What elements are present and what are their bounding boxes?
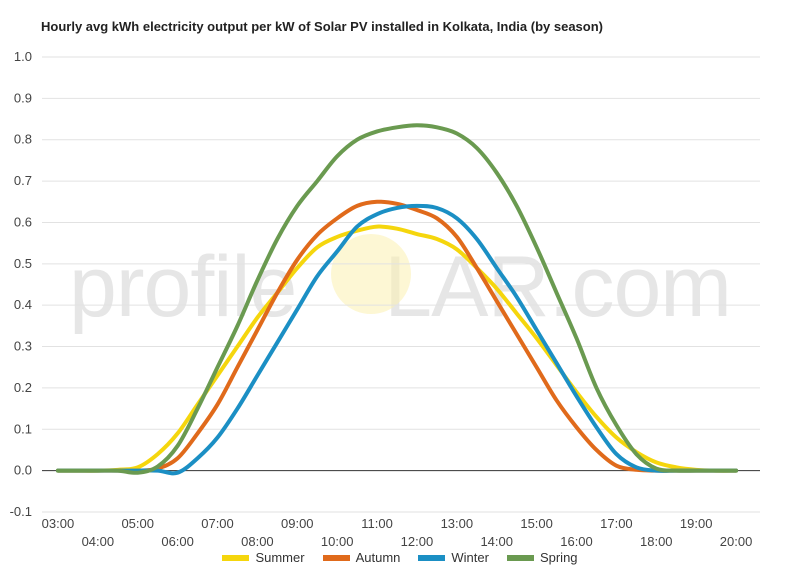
y-tick-label: 0.4: [14, 297, 32, 312]
series-line-autumn: [55, 199, 739, 473]
watermark: profile LAR.com: [69, 239, 732, 335]
y-tick-label: 0.5: [14, 256, 32, 271]
y-tick-label: 0.9: [14, 90, 32, 105]
y-tick-label: 0.0: [14, 463, 32, 478]
legend-item-spring[interactable]: Spring: [506, 550, 578, 565]
legend-swatch: [222, 554, 250, 561]
chart-title: Hourly avg kWh electricity output per kW…: [41, 19, 603, 34]
line-chart: 1.0 0.9 0.8 0.7 0.6 0.5 0.4 0.3 0.2 0.1 0.0 -0.1 03:…: [10, 49, 760, 549]
legend-label: Winter: [451, 550, 489, 565]
y-tick-label: 0.3: [14, 339, 32, 354]
legend-label: Autumn: [355, 550, 401, 565]
legend-item-autumn[interactable]: Autumn: [322, 550, 401, 565]
x-tick-label: 06:00: [161, 534, 194, 549]
y-tick-label: 1.0: [14, 49, 32, 64]
chart-legend: Summer Autumn Winter Spring: [0, 550, 800, 565]
y-tick-label: 0.2: [14, 380, 32, 395]
series-line-summer: [55, 224, 739, 473]
x-tick-label: 19:00: [680, 516, 713, 531]
watermark-sun: [331, 234, 411, 314]
x-tick-label: 05:00: [121, 516, 154, 531]
x-tick-label: 20:00: [720, 534, 753, 549]
x-tick-label: 18:00: [640, 534, 673, 549]
x-tick-label: 10:00: [321, 534, 354, 549]
legend-item-summer[interactable]: Summer: [222, 550, 305, 565]
legend-swatch: [506, 554, 534, 561]
legend-label: Summer: [255, 550, 305, 565]
x-tick-label: 17:00: [600, 516, 633, 531]
x-tick-label: 15:00: [520, 516, 553, 531]
y-tick-label: 0.8: [14, 132, 32, 147]
legend-swatch: [322, 554, 350, 561]
series-line-spring: [55, 123, 739, 475]
y-tick-label: 0.6: [14, 214, 32, 229]
y-tick-label: 0.1: [14, 421, 32, 436]
x-tick-label: 11:00: [361, 516, 393, 531]
x-tick-label: 12:00: [401, 534, 434, 549]
x-tick-label: 07:00: [201, 516, 234, 531]
series-line-winter: [55, 203, 739, 476]
x-tick-label: 08:00: [241, 534, 274, 549]
x-tick-label: 04:00: [82, 534, 115, 549]
x-tick-label: 16:00: [560, 534, 593, 549]
y-tick-label: 0.7: [14, 173, 32, 188]
x-tick-label: 14:00: [480, 534, 513, 549]
legend-label: Spring: [539, 550, 578, 565]
x-tick-label: 09:00: [281, 516, 314, 531]
x-tick-label: 03:00: [42, 516, 75, 531]
legend-swatch: [418, 554, 446, 561]
legend-item-winter[interactable]: Winter: [418, 550, 489, 565]
y-tick-label: -0.1: [10, 504, 32, 519]
x-tick-label: 13:00: [441, 516, 474, 531]
